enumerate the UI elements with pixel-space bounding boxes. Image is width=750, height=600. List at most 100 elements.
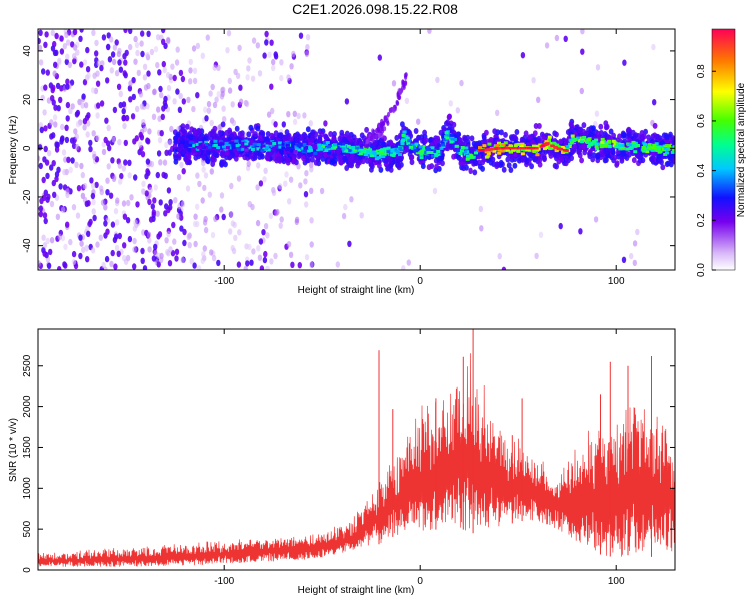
band-cell [264, 154, 270, 161]
noise-cell [219, 192, 225, 199]
noise-cell [233, 68, 238, 76]
x-tick-label: -100 [214, 276, 234, 287]
ridge-cell [422, 147, 426, 151]
noise-cell [65, 83, 70, 90]
band-cell [182, 128, 187, 135]
ridge-cell [600, 140, 605, 144]
ridge-cell [372, 151, 377, 155]
noise-cell [534, 252, 539, 260]
noise-cell [74, 143, 80, 151]
noise-cell [84, 200, 90, 207]
ridge-cell [251, 146, 256, 150]
ridge-cell [207, 147, 212, 151]
noise-cell [163, 172, 168, 179]
noise-cell [133, 219, 138, 226]
noise-cell [80, 102, 85, 109]
noise-cell [140, 30, 145, 37]
peak-cell [484, 148, 489, 151]
ridge-cell [225, 146, 230, 150]
ridge-cell [484, 150, 489, 154]
noise-cell [209, 249, 214, 256]
noise-cell [135, 201, 140, 208]
noise-cell [172, 74, 177, 82]
ridge-cell [642, 146, 647, 150]
band-cell [328, 131, 333, 137]
ridge-cell [436, 152, 441, 156]
noise-cell [54, 141, 59, 148]
noise-cell [65, 115, 70, 122]
noise-cell [289, 63, 294, 70]
band-cell [265, 131, 271, 137]
ridge-cell [412, 146, 416, 150]
ridge-cell [441, 143, 446, 147]
noise-cell [139, 103, 145, 110]
noise-cell [142, 265, 148, 270]
ridge-cell [557, 145, 562, 149]
peak-cell [488, 148, 493, 151]
noise-cell [72, 29, 78, 36]
noise-cell [89, 177, 94, 184]
noise-cell [105, 77, 110, 84]
band-cell [275, 156, 281, 163]
noise-cell [79, 240, 84, 247]
band-cell [294, 136, 300, 143]
noise-cell [192, 220, 198, 228]
ridge-cell [464, 146, 469, 150]
noise-cell [147, 246, 152, 253]
noise-cell [145, 52, 150, 59]
noise-cell [128, 29, 133, 35]
noise-cell [652, 99, 657, 106]
ridge-cell [191, 144, 195, 148]
peak-cell [557, 147, 562, 150]
noise-cell [343, 203, 348, 211]
noise-cell [341, 212, 347, 220]
ridge-cell [266, 148, 271, 152]
band-cell [354, 156, 359, 163]
noise-cell [127, 159, 132, 166]
ridge-cell [406, 142, 411, 146]
noise-cell [78, 252, 83, 260]
band-cell [631, 157, 637, 164]
ridge-cell [505, 148, 510, 152]
band-cell [359, 132, 365, 139]
ridge-cell [252, 142, 257, 146]
noise-cell [114, 39, 119, 46]
noise-cell [108, 192, 114, 199]
ridge-cell [407, 139, 412, 143]
ridge-cell [370, 145, 375, 149]
ridge-cell [308, 146, 313, 150]
noise-cell [106, 163, 111, 170]
ridge-cell [419, 151, 424, 155]
noise-cell [270, 107, 275, 115]
noise-cell [206, 107, 211, 114]
noise-cell [122, 242, 127, 249]
band-cell [581, 143, 586, 150]
noise-cell [188, 58, 193, 66]
ridge-cell [302, 142, 307, 146]
noise-cell [132, 263, 137, 270]
noise-cell [303, 178, 308, 185]
noise-cell [274, 209, 279, 217]
ridge-cell [618, 147, 623, 151]
ridge-cell [594, 143, 599, 147]
band-cell [349, 154, 354, 161]
noise-cell [49, 200, 55, 208]
peak-cell [518, 147, 523, 150]
band-cell [368, 161, 374, 168]
y-tick-label: 20 [22, 94, 33, 106]
band-cell [205, 158, 211, 165]
noise-cell [158, 159, 163, 166]
band-cell [310, 156, 315, 163]
ridge-cell [607, 144, 612, 148]
noise-cell [195, 172, 200, 179]
ridge-cell [418, 145, 423, 149]
top-axes: -100 0 100 -40 -20 0 20 40 [22, 29, 675, 287]
noise-cell [117, 47, 122, 55]
noise-cell [200, 257, 205, 265]
noise-cell [269, 39, 274, 46]
noise-cell [76, 185, 82, 192]
band-cell [206, 149, 211, 156]
ridge-cell [456, 149, 461, 153]
ridge-cell [599, 144, 604, 148]
